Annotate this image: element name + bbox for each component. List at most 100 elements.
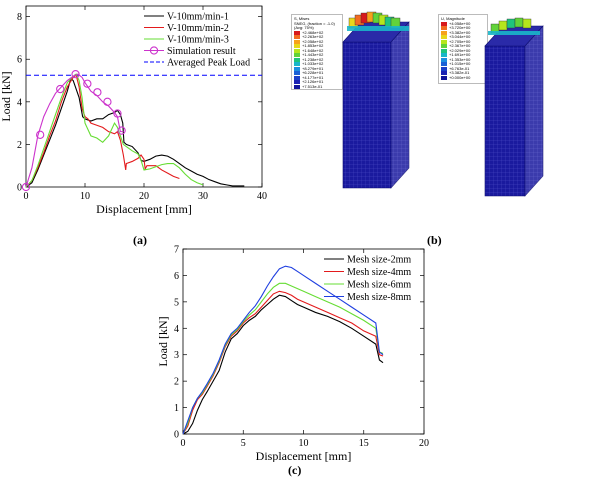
disp-legend-value: +1.015e+00 [449, 61, 471, 66]
simulation-marker [56, 84, 65, 94]
fea-model-stress [342, 11, 410, 189]
x-axis-label: Displacement [mm] [96, 202, 192, 216]
legend-label: Mesh size-2mm [347, 255, 411, 266]
fea-panel: S, Mises SNEG, (fraction = -1.0) (Avg: 75%… [285, 0, 600, 235]
stress-legend-row: +1.238e+02 [294, 56, 340, 63]
disp-legend-swatch [441, 26, 447, 31]
simulation-marker [117, 126, 126, 135]
y-tick-label: 2 [17, 140, 22, 151]
stress-legend: S, Mises SNEG, (fraction = -1.0) (Avg: 75%… [291, 14, 343, 90]
stress-legend-row: +8.279e+01 [294, 66, 340, 72]
x-tick-label: 5 [241, 438, 246, 449]
disp-legend-swatch [441, 44, 447, 49]
stress-legend-value: +2.263e+02 [302, 34, 324, 39]
disp-legend-value: +2.367e+00 [449, 43, 471, 48]
stress-legend-row: +7.513e-01 [294, 83, 340, 90]
stress-legend-row: +2.468e+02 [294, 30, 340, 36]
simulation-marker [21, 182, 31, 192]
stress-legend-row: +1.443e+02 [294, 52, 340, 58]
simulation-marker [83, 79, 92, 88]
disp-legend-row: +3.382e+00 [441, 30, 485, 36]
disp-legend-swatch [441, 75, 447, 80]
y-tick-label: 5 [174, 297, 179, 308]
x-tick-label: 30 [198, 191, 208, 202]
disp-legend-row: +2.705e+00 [441, 39, 485, 45]
y-tick-label: 6 [174, 271, 179, 282]
legend-label: Mesh size-4mm [347, 267, 411, 278]
disp-legend-value: +3.720e+00 [449, 25, 471, 30]
displacement-patch [514, 17, 524, 28]
y-tick-label: 4 [174, 324, 179, 335]
stress-legend-value: +4.177e+01 [302, 74, 324, 80]
disp-legend-swatch [441, 71, 447, 76]
stress-legend-value: +1.648e+02 [302, 47, 324, 53]
y-tick-label: 1 [174, 403, 179, 414]
disp-legend-row: +3.044e+00 [441, 34, 485, 40]
y-tick-label: 2 [174, 377, 179, 388]
y-tick-label: 4 [17, 97, 22, 108]
disp-legend-value: +4.058e+00 [449, 20, 471, 26]
x-tick-label: 0 [181, 438, 186, 449]
stress-legend-title: S, Mises [294, 16, 310, 21]
chart-c: 0 5 10 15 20 0 1 2 3 4 5 6 7 Displacement [mm] Load [k… [156, 245, 429, 463]
series-line-mesh-size-2mm [182, 294, 384, 435]
stress-legend-row: +1.648e+02 [294, 47, 340, 54]
stress-legend-value: +7.513e-01 [302, 83, 323, 89]
legend-label: Mesh size-8mm [347, 292, 411, 303]
fea-model-stress-side-face [390, 21, 410, 189]
stress-legend-swatch [294, 35, 300, 40]
stress-legend-value: +1.853e+02 [302, 43, 324, 48]
disp-legend-row: +1.691e+00 [441, 52, 485, 58]
stress-legend-row: +6.228e+01 [294, 70, 340, 76]
stress-legend-value: +1.238e+02 [302, 56, 324, 62]
stress-legend-swatch [294, 48, 300, 53]
x-tick-label: 0 [24, 191, 29, 202]
x-tick-label: 40 [257, 191, 267, 202]
disp-legend-value: +0.000e+00 [449, 74, 471, 80]
stress-legend-swatch [294, 62, 300, 67]
disp-legend-swatch [441, 35, 447, 40]
y-tick-label: 8 [17, 12, 22, 23]
x-tick-label: 15 [359, 438, 369, 449]
disp-legend-row: +1.353e+00 [441, 56, 485, 63]
stress-legend-swatch [294, 71, 300, 76]
fea-model-displacement-front-face [484, 45, 526, 197]
disp-legend-row: +4.058e+00 [441, 20, 485, 27]
panel-label-a: (a) [133, 233, 147, 247]
stress-legend-value: +6.228e+01 [302, 70, 324, 75]
displacement-patch [498, 20, 508, 31]
series-line-simulation-result [25, 73, 124, 188]
series-line-mesh-size-4mm [182, 290, 384, 435]
disp-legend-row: +0.000e+00 [441, 74, 485, 81]
disp-legend-row: +2.029e+00 [441, 47, 485, 54]
disp-legend-swatch [441, 21, 447, 26]
stress-legend-swatch [294, 66, 300, 71]
disp-legend-value: +1.691e+00 [449, 52, 471, 57]
disp-legend-value: +2.029e+00 [449, 47, 471, 53]
stress-legend-swatch [294, 53, 300, 58]
stress-legend-swatch [294, 75, 300, 80]
fea-model-displacement [484, 17, 544, 197]
simulation-marker [103, 97, 112, 106]
y-tick-label: 3 [174, 350, 179, 361]
legend-label: Simulation result [167, 46, 236, 57]
stress-legend-value: +1.033e+02 [302, 61, 324, 66]
displacement-band [488, 31, 540, 35]
simulation-marker [113, 109, 122, 118]
panel-label-c: (c) [288, 463, 302, 477]
stress-legend-row: +2.126e+01 [294, 79, 340, 85]
disp-legend-row: +2.367e+00 [441, 43, 485, 49]
stress-legend-row: +1.853e+02 [294, 43, 340, 49]
disp-legend-value: +3.044e+00 [449, 34, 471, 39]
stress-legend-row: +2.263e+02 [294, 34, 340, 40]
stress-legend-row: +2.058e+02 [294, 39, 340, 45]
series-line-mesh-size-8mm [182, 265, 384, 435]
displacement-patch [506, 18, 516, 29]
disp-legend-value: +1.353e+00 [449, 56, 471, 62]
fea-model-stress-front-face [342, 41, 392, 189]
disp-legend-row: +6.763e-01 [441, 66, 485, 72]
stress-band [347, 26, 409, 31]
x-tick-label: 10 [299, 438, 309, 449]
disp-legend-swatch [441, 53, 447, 58]
x-tick-label: 20 [139, 191, 149, 202]
